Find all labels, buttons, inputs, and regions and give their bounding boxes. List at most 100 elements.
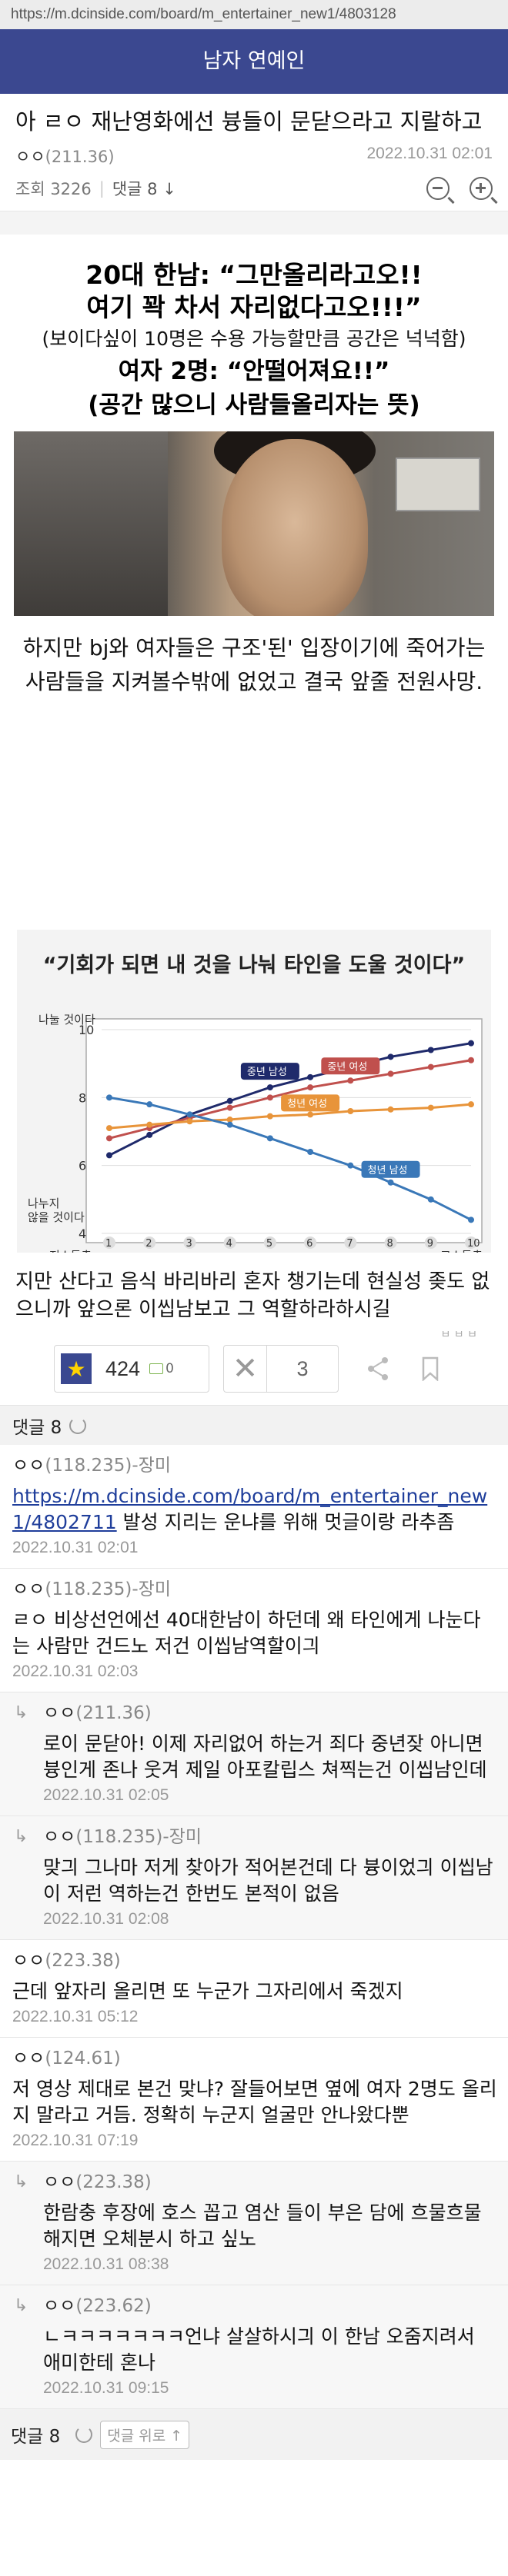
comment-author-name[interactable]: ㅇㅇ [43,1703,76,1723]
reply-arrow-icon: ↳ [14,2172,28,2192]
fixed-recommend-count: 0 [165,1361,174,1376]
data-point-3-1 [146,1101,153,1108]
comment-count[interactable]: 댓글 8 [112,180,158,198]
post-meta: ㅇㅇ(211.36) 2022.10.31 02:01 [0,137,508,168]
comment-author-name[interactable]: ㅇㅇ [12,1579,45,1599]
series-label-3: 청년 남성 [368,1165,408,1177]
up-button-label: 댓글 위로 [107,2427,166,2445]
star-icon: ★ [61,1353,92,1384]
comment-author[interactable]: ㅇㅇ(118.235)-장미 [12,1454,497,1477]
view-count: 조회 3226 [15,180,92,198]
data-point-2-8 [427,1104,434,1111]
comment-author-ip: (223.38) [75,2172,152,2192]
series-line-3 [109,1096,472,1221]
comment-author[interactable]: ㅇㅇ(223.38) [12,1949,497,1972]
refresh-icon[interactable] [69,1416,87,1434]
comment-text: 맞긔 그나마 저게 찾아가 적어본건데 다 븅이었긔 이씹남이 저런 역하는건 … [43,1855,497,1907]
author-name[interactable]: ㅇㅇ [15,148,45,166]
comment-author[interactable]: ㅇㅇ(124.61) [12,2047,497,2070]
comment-author-name[interactable]: ㅇㅇ [43,2296,76,2316]
comment: ㅇㅇ(118.235)-장미 ㄹㅇ 비상선언에선 40대한남이 하던데 왜 타인에… [0,1569,508,1692]
comment-author[interactable]: ㅇㅇ(211.36) [43,1702,497,1725]
data-point-2-1 [146,1121,153,1128]
x-tick-marker [183,1236,196,1249]
comment-author-ip: (223.38) [45,1951,121,1971]
bookmark-icon[interactable] [417,1353,443,1384]
reply-arrow-icon: ↳ [14,2296,28,2315]
x-tick-marker [263,1236,276,1249]
data-point-3-2 [186,1111,193,1118]
post-actions: ★ 424 0 ✕ 3 [0,1339,508,1405]
data-point-1-9 [468,1057,474,1063]
y-axis-top-label: 나눌 것이다 [38,1013,95,1027]
arrow-down-icon: ↓ [162,180,176,198]
comment-author-name[interactable]: ㅇㅇ [12,1951,45,1971]
scroll-to-comments-top-button[interactable]: 댓글 위로 ↑ [100,2420,190,2449]
post-stats: 조회 3226 | 댓글 8 ↓ [0,168,508,211]
comment-author-name[interactable]: ㅇㅇ [12,2048,45,2068]
series-label-2: 청년 여성 [287,1098,327,1110]
data-point-3-3 [226,1121,233,1128]
comments-count-label: 댓글 8 [12,1417,62,1438]
comment-author-name[interactable]: ㅇㅇ [43,2172,76,2192]
post-author[interactable]: ㅇㅇ(211.36) [15,145,115,168]
share-icon[interactable] [365,1353,391,1384]
comment-author[interactable]: ㅇㅇ(223.62) [43,2295,497,2318]
comment-date: 2022.10.31 08:38 [43,2255,169,2273]
refresh-icon[interactable] [75,2426,93,2443]
data-point-2-0 [106,1125,112,1132]
data-point-1-3 [226,1104,233,1111]
comment-author-ip: (223.62) [75,2296,152,2316]
browser-url-bar[interactable]: https://m.dcinside.com/board/m_entertain… [0,0,508,29]
chart-plot-area [85,1018,483,1243]
comment-body: 저 영상 제대로 본건 맞냐? 잘들어보면 옆에 여자 2명도 올리지 말라고 … [12,2078,497,2126]
x-tick-label: 2 [145,1238,152,1250]
comment-author[interactable]: ㅇㅇ(223.38) [43,2171,497,2194]
comment-author-ip: (118.235)-장미 [45,1579,172,1599]
comment-author-name[interactable]: ㅇㅇ [12,1456,45,1476]
data-point-2-9 [468,1101,474,1108]
comment-date: 2022.10.31 05:12 [12,2008,139,2025]
data-point-2-6 [347,1108,354,1114]
nonrecommend-button[interactable]: ✕ 3 [223,1345,339,1393]
arrow-up-icon: ↑ [170,2427,183,2445]
data-point-1-5 [307,1084,314,1091]
comments-footer: 댓글 8 댓글 위로 ↑ [0,2409,508,2460]
comment-author-ip: (118.235)-장미 [75,1827,202,1847]
data-point-0-1 [146,1131,153,1138]
data-point-0-8 [427,1047,434,1053]
zoom-in-icon[interactable] [470,177,493,200]
zoom-out-icon[interactable] [426,177,450,200]
data-point-1-0 [106,1135,112,1142]
reply-arrow-icon: ↳ [14,1703,28,1722]
post-chart-image[interactable]: “기회가 되면 내 것을 나눠 타인을 도울 것이다” 4 6 8 10 1 2 3 4 5 6 7… [17,930,491,1253]
data-point-0-4 [266,1084,273,1091]
comment-body: 한람충 후장에 호스 꼽고 염산 들이 부은 담에 흐물흐물해지면 오체분시 하… [43,2202,482,2250]
image-caption: 20대 한남: “그만올리라고오!! 여기 꽉 차서 자리없다고오!!!” (보… [0,235,508,422]
x-tick-marker [344,1236,357,1249]
comment-date: 2022.10.31 02:01 [12,1539,139,1556]
x-tick-label: 10 [467,1238,480,1250]
post-photo[interactable] [14,431,494,616]
comment-text: 한람충 후장에 호스 꼽고 염산 들이 부은 담에 흐물흐물해지면 오체분시 하… [43,2200,497,2252]
comment-author[interactable]: ㅇㅇ(118.235)-장미 [12,1578,497,1601]
comment-author-ip: (124.61) [45,2048,121,2068]
post-title: 아 ㄹㅇ 재난영화에선 븅들이 문닫으라고 지랄하고 [15,108,483,135]
post-date: 2022.10.31 02:01 [366,145,493,162]
fixed-recommend-icon [149,1363,164,1374]
reply-arrow-icon: ↳ [14,1827,28,1846]
watermark-text: ㅂ ㅂ ㅂ [440,1329,477,1341]
comment-author[interactable]: ㅇㅇ(118.235)-장미 [43,1825,497,1849]
series-label-box-0 [240,1063,299,1080]
comment-author-name[interactable]: ㅇㅇ [43,1827,76,1847]
caption-line-2: 여기 꽉 차서 자리없다고오!!!” [86,292,422,322]
gallery-title[interactable]: 남자 연예인 [0,29,508,94]
author-ip: (211.36) [45,148,115,166]
comment-list: ㅇㅇ(118.235)-장미 https://m.dcinside.com/boa… [0,1445,508,2409]
data-point-0-5 [307,1073,314,1080]
comment-reply: ↳ ㅇㅇ(223.62) ㄴㅋㅋㅋㅋㅋㅋㅋ언냐 살살하시긔 이 한남 오줌지려서 애… [0,2285,508,2409]
comment-count-link[interactable]: 댓글 8 ↓ [112,177,176,200]
recommend-button[interactable]: ★ 424 0 [54,1345,209,1393]
comment-link[interactable]: https://m.dcinside.com/board/m_entertain… [12,1485,488,1533]
